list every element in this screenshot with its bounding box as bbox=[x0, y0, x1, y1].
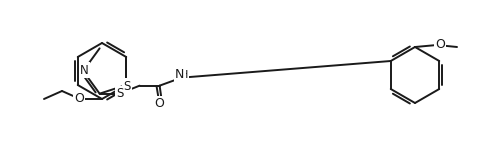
Text: O: O bbox=[74, 93, 84, 105]
Text: S: S bbox=[116, 87, 123, 100]
Text: O: O bbox=[155, 97, 165, 110]
Text: N: N bbox=[175, 68, 184, 81]
Text: N: N bbox=[80, 63, 89, 76]
Text: H: H bbox=[179, 70, 188, 80]
Text: S: S bbox=[123, 80, 130, 93]
Text: O: O bbox=[435, 38, 445, 52]
